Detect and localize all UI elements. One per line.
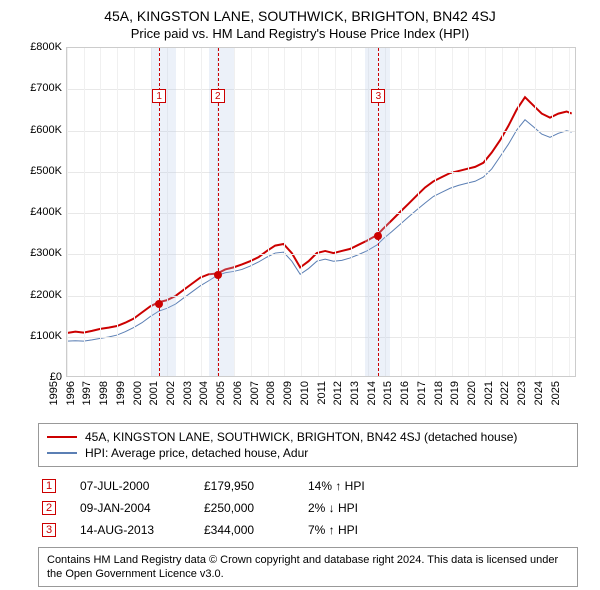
y-axis-label: £400K: [20, 206, 62, 218]
y-axis-label: £200K: [20, 289, 62, 301]
transaction-date: 07-JUL-2000: [80, 479, 180, 493]
transaction-row: 1 07-JUL-2000 £179,950 14% ↑ HPI: [38, 475, 578, 497]
y-axis-label: £100K: [20, 330, 62, 342]
x-gridline: [318, 48, 319, 376]
x-gridline: [569, 48, 570, 376]
transaction-num: 1: [42, 479, 56, 493]
y-gridline: [67, 89, 575, 90]
transaction-num: 2: [42, 501, 56, 515]
y-gridline: [67, 172, 575, 173]
x-gridline: [435, 48, 436, 376]
chart-title: 45A, KINGSTON LANE, SOUTHWICK, BRIGHTON,…: [10, 8, 590, 24]
x-gridline: [502, 48, 503, 376]
x-axis-label: 2025: [550, 381, 586, 405]
x-gridline: [117, 48, 118, 376]
x-gridline: [518, 48, 519, 376]
transaction-price: £344,000: [204, 523, 284, 537]
x-gridline: [251, 48, 252, 376]
x-gridline: [201, 48, 202, 376]
legend-label: HPI: Average price, detached house, Adur: [85, 445, 308, 461]
y-axis-label: £800K: [20, 41, 62, 53]
legend-row: HPI: Average price, detached house, Adur: [47, 445, 569, 461]
legend-row: 45A, KINGSTON LANE, SOUTHWICK, BRIGHTON,…: [47, 429, 569, 445]
x-gridline: [301, 48, 302, 376]
transaction-price: £179,950: [204, 479, 284, 493]
x-gridline: [418, 48, 419, 376]
legend-swatch: [47, 436, 77, 438]
event-marker: 2: [211, 89, 225, 103]
x-gridline: [401, 48, 402, 376]
x-gridline: [184, 48, 185, 376]
x-gridline: [351, 48, 352, 376]
transactions-table: 1 07-JUL-2000 £179,950 14% ↑ HPI 2 09-JAN-200…: [38, 475, 578, 541]
event-marker: 3: [371, 89, 385, 103]
y-gridline: [67, 131, 575, 132]
transaction-price: £250,000: [204, 501, 284, 515]
x-gridline: [268, 48, 269, 376]
transaction-row: 2 09-JAN-2004 £250,000 2% ↓ HPI: [38, 497, 578, 519]
y-gridline: [67, 254, 575, 255]
transaction-num: 3: [42, 523, 56, 537]
x-gridline: [535, 48, 536, 376]
y-axis-label: £600K: [20, 124, 62, 136]
transaction-row: 3 14-AUG-2013 £344,000 7% ↑ HPI: [38, 519, 578, 541]
y-gridline: [67, 213, 575, 214]
transaction-diff: 2% ↓ HPI: [308, 501, 408, 515]
price-point-dot: [214, 271, 222, 279]
price-point-dot: [155, 300, 163, 308]
line-chart-svg: [67, 48, 575, 376]
y-gridline: [67, 296, 575, 297]
x-gridline: [84, 48, 85, 376]
x-gridline: [485, 48, 486, 376]
x-gridline: [468, 48, 469, 376]
x-gridline: [134, 48, 135, 376]
chart-container: 45A, KINGSTON LANE, SOUTHWICK, BRIGHTON,…: [0, 0, 600, 590]
series-hpi: [67, 120, 572, 341]
transaction-date: 09-JAN-2004: [80, 501, 180, 515]
y-gridline: [67, 337, 575, 338]
chart-area: 123 £0£100K£200K£300K£400K£500K£600K£700…: [20, 47, 580, 417]
transaction-date: 14-AUG-2013: [80, 523, 180, 537]
y-axis-label: £700K: [20, 82, 62, 94]
legend-label: 45A, KINGSTON LANE, SOUTHWICK, BRIGHTON,…: [85, 429, 517, 445]
attribution-footer: Contains HM Land Registry data © Crown c…: [38, 547, 578, 587]
x-gridline: [452, 48, 453, 376]
x-gridline: [67, 48, 68, 376]
legend: 45A, KINGSTON LANE, SOUTHWICK, BRIGHTON,…: [38, 423, 578, 467]
plot-region: 1 2 3: [66, 47, 576, 377]
transaction-diff: 7% ↑ HPI: [308, 523, 408, 537]
price-point-dot: [374, 232, 382, 240]
event-marker: 1: [152, 89, 166, 103]
series-property: [67, 97, 572, 333]
y-axis-label: £300K: [20, 247, 62, 259]
legend-swatch: [47, 452, 77, 454]
transaction-diff: 14% ↑ HPI: [308, 479, 408, 493]
x-gridline: [552, 48, 553, 376]
x-gridline: [284, 48, 285, 376]
x-gridline: [335, 48, 336, 376]
y-axis-label: £500K: [20, 165, 62, 177]
chart-subtitle: Price paid vs. HM Land Registry's House …: [10, 26, 590, 41]
x-gridline: [100, 48, 101, 376]
x-gridline: [234, 48, 235, 376]
